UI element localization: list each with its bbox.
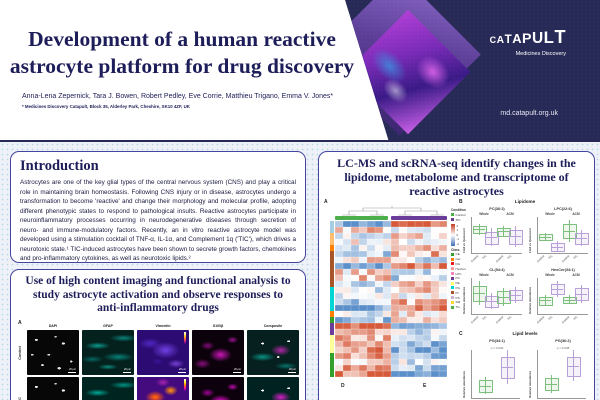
micrograph-comp-tic: 20 μm: [247, 377, 299, 400]
micrograph-dapi-control: 20 μm: [27, 330, 79, 375]
panel-label-e: E: [423, 383, 427, 389]
micrograph-s100-control: 20 μm: [192, 330, 244, 375]
heatmap-group-tic: [391, 216, 447, 220]
heatmap-dendrogram: [342, 206, 444, 216]
scale-bar: [68, 371, 76, 373]
row-label: TIC: [18, 396, 22, 400]
stain-column-label: GFAP: [103, 324, 113, 328]
diamond-microscopy-image: [345, 9, 471, 135]
heatmap-legend: Condition Control TIC 2 1 0 -1 -2 Class CE Cer DG He…: [451, 208, 466, 310]
section-imaging: Use of high content imaging and function…: [10, 269, 306, 400]
boxplot-cl-54-4-: CL(54:4) Whole ACM Relative abundance Contro…: [459, 268, 525, 329]
catapult-wordmark: CATAPULT: [489, 27, 566, 47]
boxplot-grid-b: PC(36:2) Whole ACM Fold vs Quiescent Control…: [459, 207, 591, 329]
scale-bar-label: 20 μm: [288, 368, 296, 371]
stain-column-label: Composite: [263, 324, 283, 328]
micrograph-dapi-tic: 20 μm: [27, 377, 79, 400]
panel-label-a: A: [18, 320, 22, 326]
microscopy-grid: DAPI GFAP Vimentin S100β Composite Control 20 …: [18, 324, 299, 400]
micrograph-vim-control: 20 μm: [137, 330, 189, 375]
title-line-2: astrocyte platform for drug discovery: [9, 54, 355, 78]
section-introduction: Introduction Astrocytes are one of the k…: [10, 151, 306, 263]
heatmap-group-control: [335, 216, 388, 220]
catapult-logo: CATAPULT Medicines Discovery: [490, 28, 566, 57]
heatmap: [335, 221, 447, 377]
row-label: Control: [18, 345, 22, 360]
introduction-text: Astrocytes are one of the key glial type…: [20, 179, 296, 263]
micrograph-gfap-tic: 20 μm: [82, 377, 134, 400]
heatmap-row-annotation: [330, 221, 334, 377]
scale-bar: [233, 371, 241, 373]
microscopy-row: Control 20 μm 20 μm 20 μm 20 μm 20 μm: [18, 330, 299, 375]
stain-column-label: Vimentin: [155, 324, 171, 328]
poster-header: Development of a human reactive astrocyt…: [0, 0, 600, 142]
micrograph-s100-tic: 20 μm: [192, 377, 244, 400]
panel-label-a2: A: [324, 199, 328, 205]
scale-bar: [123, 371, 131, 373]
omics-heading: LC-MS and scRNA-seq identify changes in …: [337, 156, 576, 198]
boxplot-hexcer-34-1-: HexCer(34:1) Whole ACM Relative abundance Co…: [525, 268, 591, 329]
affiliation: * Medicines Discovery Catapult, Block 35…: [22, 104, 190, 109]
scale-bar-label: 20 μm: [68, 368, 76, 371]
poster-body: Introduction Astrocytes are one of the k…: [0, 142, 600, 400]
imaging-heading: Use of high content imaging and function…: [25, 275, 291, 314]
catapult-subtitle: Medicines Discovery: [515, 51, 566, 57]
lut-colorbar: [183, 332, 186, 344]
panel-c-title: Lipid levels: [512, 331, 538, 336]
scale-bar: [178, 371, 186, 373]
brand-url: md.catapult.org.uk: [500, 110, 558, 117]
micrograph-gfap-control: 20 μm: [82, 330, 134, 375]
introduction-heading: Introduction: [20, 158, 99, 174]
lut-colorbar: [183, 379, 186, 391]
micrograph-vim-tic: 20 μm: [137, 377, 189, 400]
stain-column-label: DAPI: [48, 324, 58, 328]
title-line-1: Development of a human reactive: [28, 27, 336, 51]
panel-b-title: Lipidome: [514, 199, 536, 204]
boxplot-pc-36-2-: PC(36:2) Whole ACM Fold vs Quiescent Control…: [459, 207, 525, 268]
scale-bar-label: 20 μm: [123, 368, 131, 371]
header-navy-banner: [345, 0, 600, 142]
stain-column-label: S100β: [212, 324, 224, 328]
header-divider: [0, 140, 600, 142]
scale-bar-label: 20 μm: [233, 368, 241, 371]
micrograph-comp-control: 20 μm: [247, 330, 299, 375]
page-title: Development of a human reactive astrocyt…: [6, 26, 358, 80]
boxplot-lpc-22-6-: LPC(22:6) Whole ACM Fold vs Quiescent Contro…: [525, 207, 591, 268]
panel-label-d: D: [341, 383, 345, 389]
scale-bar-label: 20 μm: [178, 368, 186, 371]
section-omics: LC-MS and scRNA-seq identify changes in …: [318, 151, 595, 400]
scale-bar: [288, 371, 296, 373]
panel-label-b: B: [459, 199, 463, 205]
panel-label-c: C: [459, 331, 463, 337]
authors: Anna-Lena Zepernick, Tara J. Bowen, Robe…: [22, 93, 334, 100]
